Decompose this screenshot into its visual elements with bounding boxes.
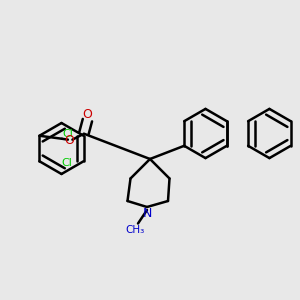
Text: CH₃: CH₃	[125, 225, 145, 235]
Text: N: N	[142, 206, 152, 220]
Text: Cl: Cl	[61, 158, 72, 168]
Text: O: O	[82, 108, 92, 121]
Text: O: O	[64, 134, 74, 147]
Text: Cl: Cl	[62, 129, 73, 139]
